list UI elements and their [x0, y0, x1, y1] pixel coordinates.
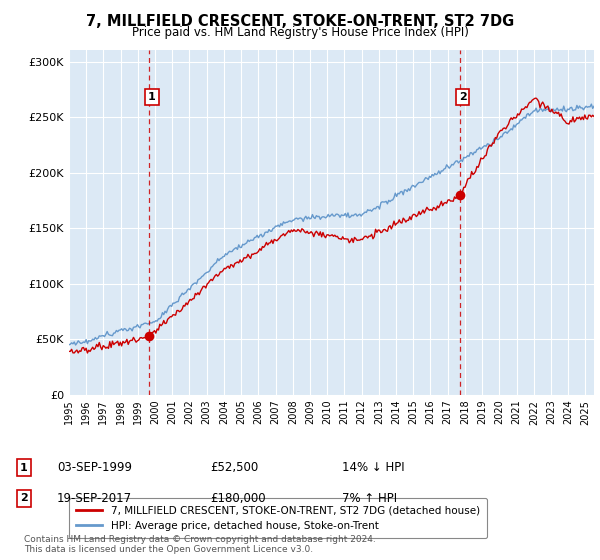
Text: Price paid vs. HM Land Registry's House Price Index (HPI): Price paid vs. HM Land Registry's House … [131, 26, 469, 39]
Text: 03-SEP-1999: 03-SEP-1999 [57, 461, 132, 474]
Text: 14% ↓ HPI: 14% ↓ HPI [342, 461, 404, 474]
Text: Contains HM Land Registry data © Crown copyright and database right 2024.
This d: Contains HM Land Registry data © Crown c… [24, 535, 376, 554]
Legend: 7, MILLFIELD CRESCENT, STOKE-ON-TRENT, ST2 7DG (detached house), HPI: Average pr: 7, MILLFIELD CRESCENT, STOKE-ON-TRENT, S… [69, 498, 487, 538]
Text: 2: 2 [459, 92, 467, 102]
Text: 1: 1 [148, 92, 156, 102]
Text: 7, MILLFIELD CRESCENT, STOKE-ON-TRENT, ST2 7DG: 7, MILLFIELD CRESCENT, STOKE-ON-TRENT, S… [86, 14, 514, 29]
Text: £52,500: £52,500 [210, 461, 258, 474]
Text: 7% ↑ HPI: 7% ↑ HPI [342, 492, 397, 505]
Text: £180,000: £180,000 [210, 492, 266, 505]
Text: 19-SEP-2017: 19-SEP-2017 [57, 492, 132, 505]
Text: 1: 1 [20, 463, 28, 473]
Text: 2: 2 [20, 493, 28, 503]
